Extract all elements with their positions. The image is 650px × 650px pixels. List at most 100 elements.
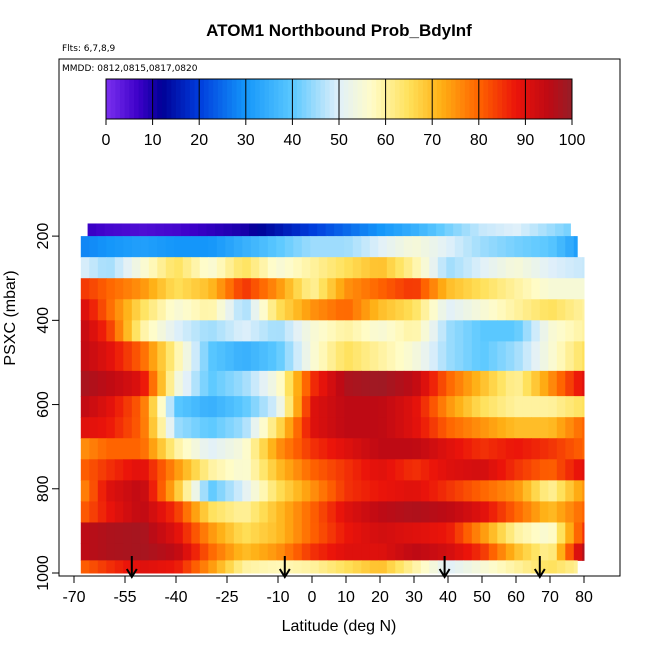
x-tick-label: -55 (113, 589, 136, 606)
heat-cell (225, 278, 235, 300)
heat-cell (514, 370, 524, 397)
heat-cell (573, 417, 583, 439)
heat-cell (123, 278, 133, 300)
heat-cell (454, 278, 464, 300)
heat-cell (318, 459, 328, 481)
heat-cell (539, 560, 549, 574)
colorbar-segment (408, 79, 415, 119)
heat-cell (157, 320, 167, 342)
x-axis-label: Latitude (deg N) (282, 618, 397, 635)
heat-cell (114, 396, 124, 418)
heat-cell (573, 299, 583, 321)
heat-cell (208, 417, 218, 439)
colorbar-segment (404, 79, 410, 119)
heat-cell (539, 522, 549, 545)
colorbar-segment (241, 79, 247, 119)
heat-cell (344, 543, 354, 561)
heat-cell (488, 341, 498, 372)
heat-cell (403, 341, 413, 372)
heat-cell (250, 278, 260, 300)
heat-cell (276, 480, 286, 502)
heat-cell (106, 236, 116, 258)
heat-cell (402, 223, 412, 237)
heat-cell (276, 278, 286, 300)
heat-cell (463, 480, 473, 502)
heat-cell (225, 543, 235, 561)
heat-cell (97, 501, 107, 523)
colorbar-segment (315, 79, 321, 119)
heat-cell (361, 417, 371, 439)
heat-cell (165, 417, 175, 439)
heat-cell (191, 299, 201, 321)
heat-cell (157, 341, 167, 372)
heat-cell (582, 522, 585, 545)
heat-cell (437, 370, 447, 397)
heat-cell (565, 299, 575, 321)
heat-cell (284, 370, 294, 397)
heat-cell (240, 223, 250, 237)
heat-cell (225, 341, 235, 372)
heat-cell (267, 320, 277, 342)
colorbar-segment (469, 79, 475, 119)
heat-cell (131, 299, 141, 321)
heat-cell (216, 320, 226, 342)
heat-cell (250, 438, 260, 460)
colorbar-segment (133, 79, 140, 119)
heat-cell (327, 236, 337, 258)
heat-cell (182, 459, 192, 481)
heat-cell (291, 223, 301, 237)
heat-cell (522, 370, 532, 397)
colorbar-segment (488, 79, 494, 119)
heat-cell (267, 501, 277, 523)
heat-cell (140, 370, 150, 397)
heat-cell (531, 438, 541, 460)
heat-cell (310, 370, 320, 397)
heat-cell (276, 438, 286, 460)
heat-cell (335, 341, 345, 372)
colorbar-segment (264, 79, 270, 119)
heat-cell (276, 459, 286, 481)
heat-cell (208, 396, 218, 418)
heat-cell (89, 417, 99, 439)
heat-cell (157, 236, 167, 258)
heat-cell (403, 320, 413, 342)
heat-cell (114, 320, 124, 342)
heat-cell (412, 417, 422, 439)
heat-cell (301, 417, 311, 439)
heat-cell (463, 299, 473, 321)
heat-cell (242, 543, 252, 561)
heat-cell (310, 560, 320, 574)
heat-cell (157, 560, 167, 574)
heat-cell (174, 370, 184, 397)
heat-cell (242, 341, 252, 372)
heat-cell (403, 480, 413, 502)
heat-cell (199, 396, 209, 418)
heat-cell (225, 320, 235, 342)
heat-cell (97, 257, 107, 279)
heat-cell (250, 560, 260, 574)
colorbar-segment (418, 79, 424, 119)
heat-cell (480, 236, 490, 258)
heat-cell (157, 370, 167, 397)
heat-cell (106, 417, 116, 439)
heat-cell (369, 299, 379, 321)
heat-cell (123, 459, 133, 481)
heat-cell (463, 501, 473, 523)
x-tick-label: 70 (541, 589, 559, 606)
heat-cell (165, 459, 175, 481)
heat-cell (369, 459, 379, 481)
heat-cell (352, 438, 362, 460)
heat-cell (548, 480, 558, 502)
heat-cell (352, 459, 362, 481)
colorbar-segment (534, 79, 540, 119)
heat-cell (191, 341, 201, 372)
heat-cell (463, 396, 473, 418)
colorbar-segment (455, 79, 461, 119)
heat-cell (327, 278, 337, 300)
heat-cell (538, 223, 548, 237)
heat-cell (165, 396, 175, 418)
heat-cell (106, 543, 116, 561)
heat-cell (446, 522, 456, 545)
heat-cell (429, 501, 439, 523)
heat-cell (293, 396, 303, 418)
